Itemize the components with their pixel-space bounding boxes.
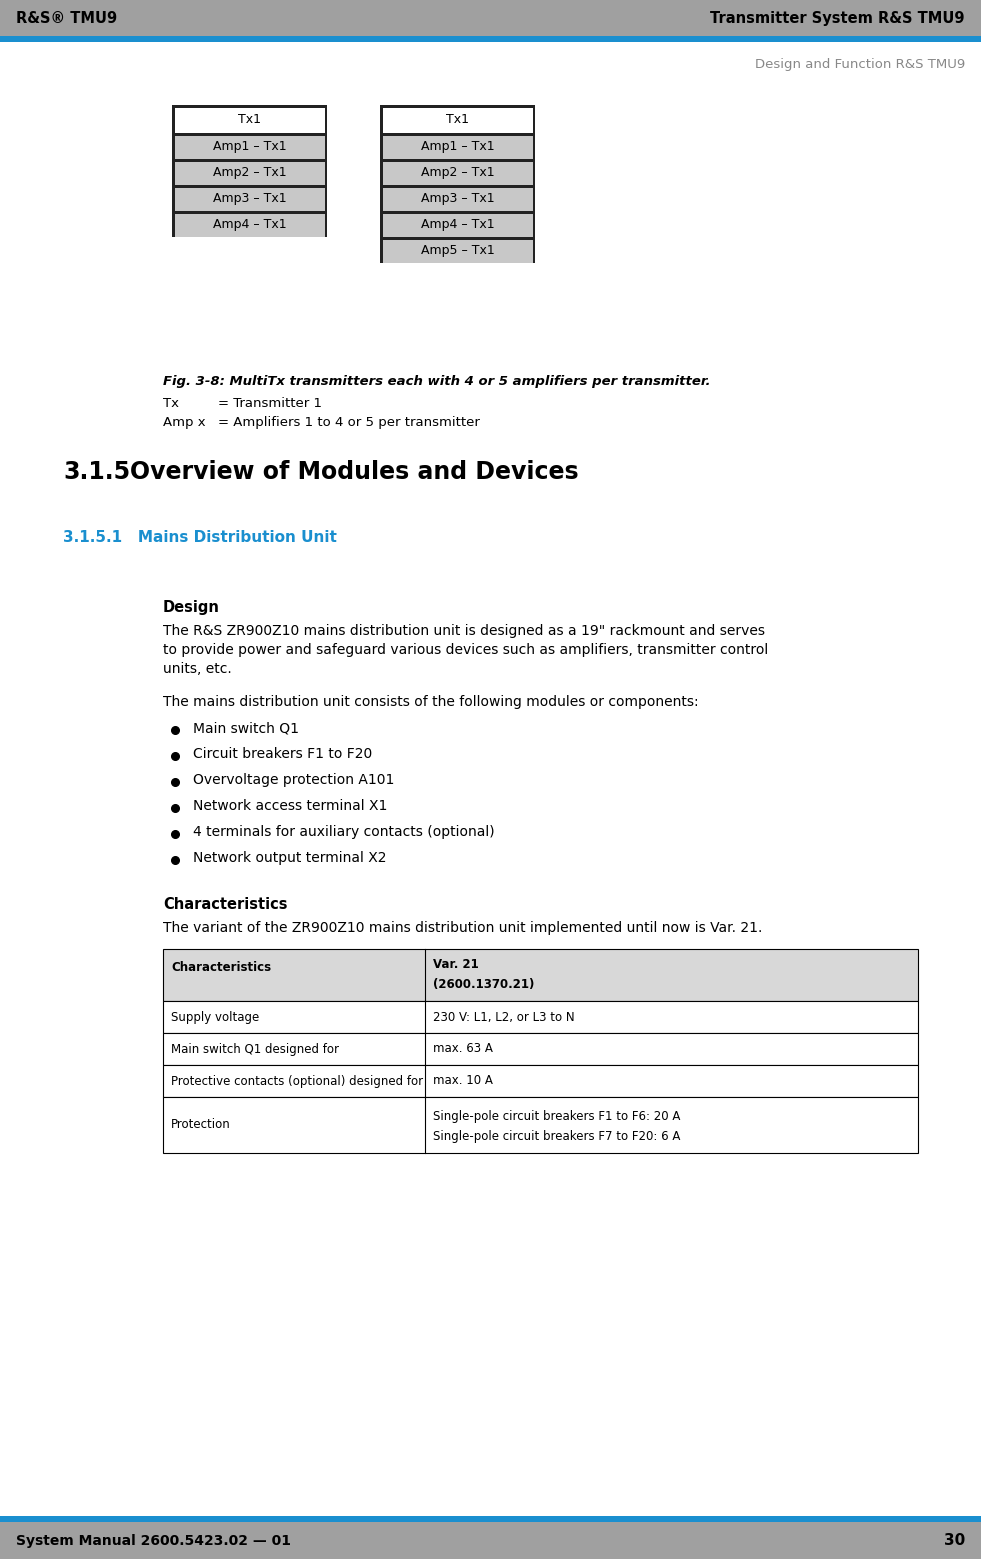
Text: max. 10 A: max. 10 A	[433, 1074, 492, 1088]
Text: Amp1 – Tx1: Amp1 – Tx1	[213, 139, 286, 153]
Bar	[175, 136, 325, 159]
Text: Fig. 3-8: MultiTx transmitters each with 4 or 5 amplifiers per transmitter.: Fig. 3-8: MultiTx transmitters each with…	[163, 376, 710, 388]
Bar	[383, 136, 533, 159]
Text: 3.1.5: 3.1.5	[63, 460, 130, 483]
Bar	[175, 214, 325, 237]
Text: Design: Design	[163, 600, 220, 614]
Text: Protective contacts (optional) designed for: Protective contacts (optional) designed …	[171, 1074, 423, 1088]
Text: The mains distribution unit consists of the following modules or components:: The mains distribution unit consists of …	[163, 695, 698, 709]
Text: Amp2 – Tx1: Amp2 – Tx1	[213, 165, 286, 178]
Text: Characteristics: Characteristics	[163, 896, 287, 912]
Text: Amp1 – Tx1: Amp1 – Tx1	[421, 139, 494, 153]
Bar	[380, 104, 535, 263]
Text: to provide power and safeguard various devices such as amplifiers, transmitter c: to provide power and safeguard various d…	[163, 642, 768, 656]
Bar	[383, 108, 533, 133]
Text: Amp2 – Tx1: Amp2 – Tx1	[421, 165, 494, 178]
Text: = Amplifiers 1 to 4 or 5 per transmitter: = Amplifiers 1 to 4 or 5 per transmitter	[218, 416, 480, 429]
Text: Design and Function R&S TMU9: Design and Function R&S TMU9	[754, 58, 965, 70]
Text: System Manual 2600.5423.02 — 01: System Manual 2600.5423.02 — 01	[16, 1534, 291, 1548]
Text: 3.1.5.1   Mains Distribution Unit: 3.1.5.1 Mains Distribution Unit	[63, 530, 336, 546]
Bar	[163, 1001, 918, 1034]
Text: 30: 30	[944, 1532, 965, 1548]
Bar	[383, 187, 533, 210]
Text: Amp x: Amp x	[163, 416, 206, 429]
Text: Tx1: Tx1	[238, 112, 261, 126]
Bar	[163, 1034, 918, 1065]
Text: Overvoltage protection A101: Overvoltage protection A101	[193, 773, 394, 787]
Text: Amp3 – Tx1: Amp3 – Tx1	[421, 192, 494, 204]
Bar	[383, 162, 533, 186]
Text: Single-pole circuit breakers F1 to F6: 20 A: Single-pole circuit breakers F1 to F6: 2…	[433, 1110, 681, 1122]
Text: The R&S ZR900Z10 mains distribution unit is designed as a 19" rackmount and serv: The R&S ZR900Z10 mains distribution unit…	[163, 624, 765, 638]
Bar	[0, 1515, 981, 1522]
Text: Amp4 – Tx1: Amp4 – Tx1	[421, 218, 494, 231]
Bar	[163, 949, 918, 1001]
Text: Amp3 – Tx1: Amp3 – Tx1	[213, 192, 286, 204]
Bar	[172, 104, 327, 237]
Text: Circuit breakers F1 to F20: Circuit breakers F1 to F20	[193, 747, 372, 761]
Text: 4 terminals for auxiliary contacts (optional): 4 terminals for auxiliary contacts (opti…	[193, 825, 494, 839]
Bar	[163, 1098, 918, 1154]
Text: units, etc.: units, etc.	[163, 663, 232, 677]
Text: Transmitter System R&S TMU9: Transmitter System R&S TMU9	[710, 11, 965, 25]
Text: (2600.1370.21): (2600.1370.21)	[433, 977, 535, 992]
Text: Overview of Modules and Devices: Overview of Modules and Devices	[130, 460, 579, 483]
Text: Amp5 – Tx1: Amp5 – Tx1	[421, 243, 494, 257]
Text: Main switch Q1: Main switch Q1	[193, 720, 299, 734]
Text: Main switch Q1 designed for: Main switch Q1 designed for	[171, 1043, 339, 1055]
Text: 230 V: L1, L2, or L3 to N: 230 V: L1, L2, or L3 to N	[433, 1010, 575, 1024]
Text: The variant of the ZR900Z10 mains distribution unit implemented until now is Var: The variant of the ZR900Z10 mains distri…	[163, 921, 762, 935]
Bar	[383, 240, 533, 263]
Bar	[0, 36, 981, 42]
Text: Network access terminal X1: Network access terminal X1	[193, 800, 387, 812]
Text: = Transmitter 1: = Transmitter 1	[218, 398, 322, 410]
Bar	[175, 108, 325, 133]
Text: max. 63 A: max. 63 A	[433, 1043, 492, 1055]
Text: Characteristics: Characteristics	[171, 960, 271, 974]
Bar	[0, 0, 981, 36]
Bar	[0, 1522, 981, 1559]
Bar	[175, 187, 325, 210]
Bar	[383, 214, 533, 237]
Bar	[175, 162, 325, 186]
Text: Network output terminal X2: Network output terminal X2	[193, 851, 387, 865]
Text: Single-pole circuit breakers F7 to F20: 6 A: Single-pole circuit breakers F7 to F20: …	[433, 1130, 681, 1143]
Text: Tx: Tx	[163, 398, 179, 410]
Text: Tx1: Tx1	[446, 112, 469, 126]
Text: Amp4 – Tx1: Amp4 – Tx1	[213, 218, 286, 231]
Text: Protection: Protection	[171, 1118, 231, 1132]
Text: Var. 21: Var. 21	[433, 957, 479, 971]
Bar	[163, 1065, 918, 1098]
Text: R&S® TMU9: R&S® TMU9	[16, 11, 117, 25]
Text: Supply voltage: Supply voltage	[171, 1010, 259, 1024]
